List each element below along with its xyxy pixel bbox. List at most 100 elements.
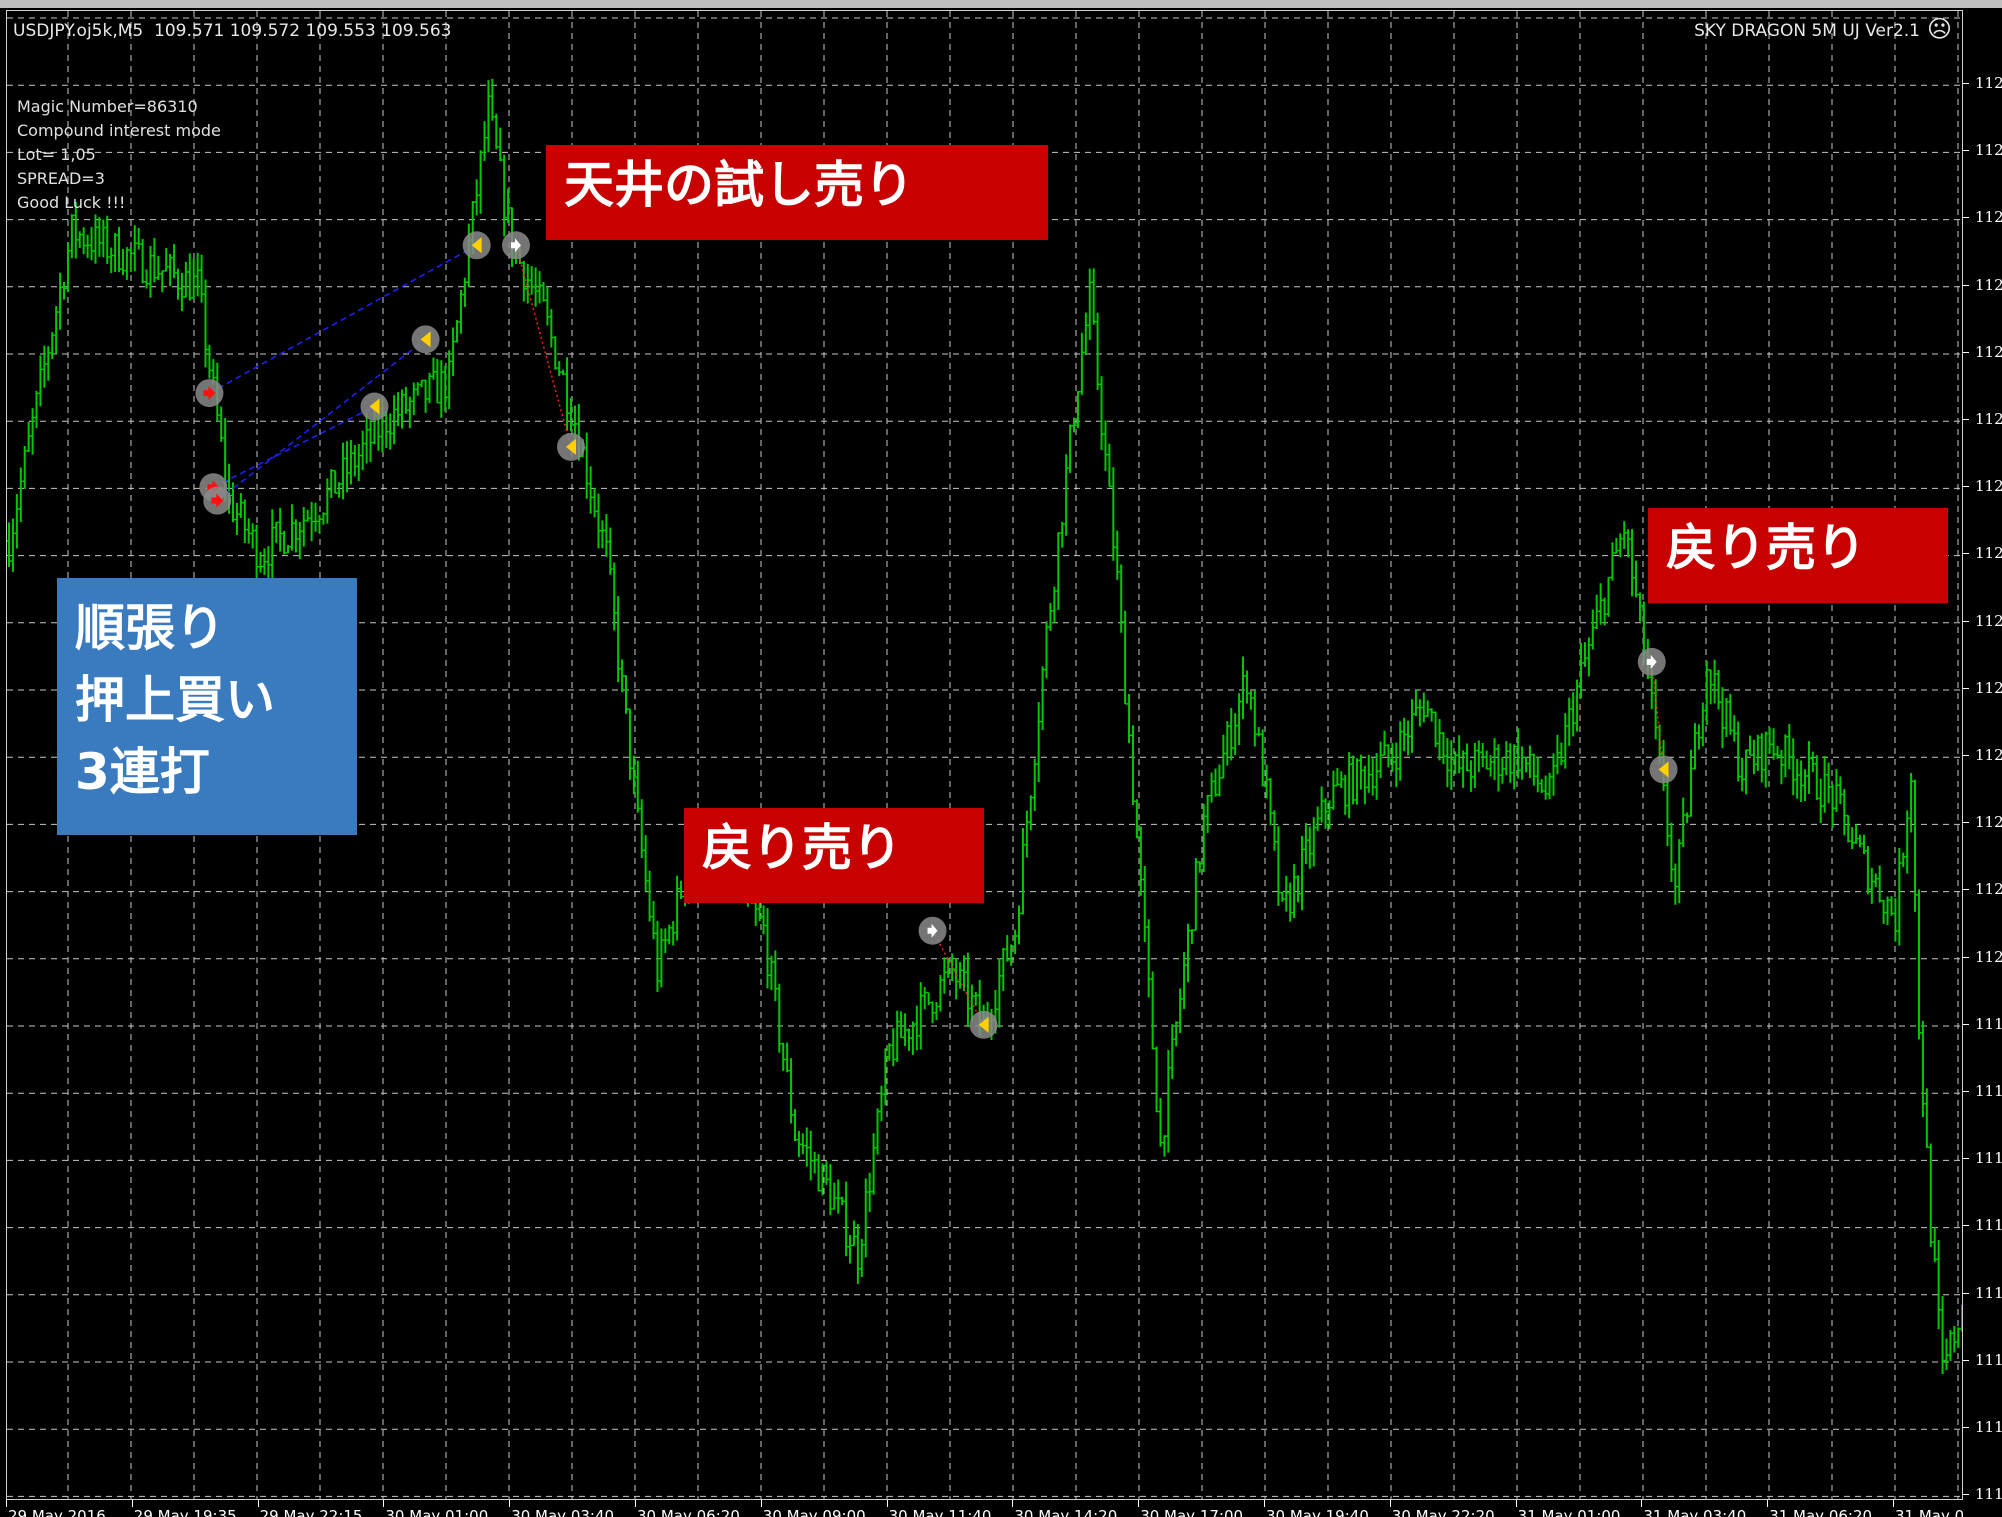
price-tick xyxy=(1963,1225,1969,1227)
price-label: 112.45 xyxy=(1975,342,2002,361)
price-label: 111.95 xyxy=(1975,1014,2002,1033)
sell-arrow-icon xyxy=(1646,654,1657,669)
time-tick xyxy=(760,1500,762,1507)
annotation-top-test-sell: 天井の試し売り xyxy=(546,145,1048,240)
time-tick xyxy=(1767,1500,1769,1507)
time-tick xyxy=(1012,1500,1014,1507)
annotation-trend-buy: 順張り 押上買い 3連打 xyxy=(57,578,357,835)
time-tick xyxy=(886,1500,888,1507)
exit-arrow-icon xyxy=(471,237,482,254)
price-label: 112.60 xyxy=(1975,141,2002,160)
exit-arrow-icon xyxy=(369,398,380,415)
time-label: 30 May 01:00 xyxy=(385,1507,489,1517)
price-tick xyxy=(1963,956,1969,958)
price-label: 112.05 xyxy=(1975,880,2002,899)
price-label: 112.35 xyxy=(1975,477,2002,496)
time-label: 30 May 03:40 xyxy=(511,1507,615,1517)
price-tick xyxy=(1963,1023,1969,1025)
exit-arrow-icon xyxy=(565,438,576,455)
price-label: 111.85 xyxy=(1975,1149,2002,1168)
time-label: 30 May 09:00 xyxy=(762,1507,866,1517)
time-label: 30 May 22:20 xyxy=(1391,1507,1495,1517)
price-tick xyxy=(1963,889,1969,891)
price-tick xyxy=(1963,419,1969,420)
price-label: 112.55 xyxy=(1975,208,2002,227)
price-label: 111.80 xyxy=(1975,1216,2002,1235)
price-label: 111.60 xyxy=(1975,1485,2002,1504)
price-tick xyxy=(1963,217,1969,219)
price-label: 112.30 xyxy=(1975,544,2002,563)
time-tick xyxy=(1264,1500,1265,1507)
price-tick xyxy=(1963,1292,1969,1294)
time-label: 29 May 22:15 xyxy=(259,1507,363,1517)
time-label: 31 May 09:00 xyxy=(1895,1507,1963,1517)
price-chart xyxy=(7,11,1962,1499)
price-tick xyxy=(1963,620,1969,622)
price-tick xyxy=(1963,83,1969,84)
price-label: 112.65 xyxy=(1975,74,2002,92)
info-magic-number: Magic Number=86310 xyxy=(17,97,198,116)
price-label: 111.70 xyxy=(1975,1350,2002,1369)
exit-arrow-icon xyxy=(420,331,431,348)
sell-trade-link xyxy=(515,245,572,448)
time-tick xyxy=(257,1500,259,1507)
time-axis[interactable]: 29 May 2016 29 May 19:35 29 May 22:15 30 Ma… xyxy=(0,1500,1963,1517)
buy-trade-link xyxy=(209,244,478,394)
sell-trade-link xyxy=(1650,661,1665,770)
time-label: 30 May 14:20 xyxy=(1014,1507,1118,1517)
sad-face-icon: ☹ xyxy=(1926,15,1952,43)
price-label: 111.65 xyxy=(1975,1418,2002,1436)
price-tick xyxy=(1963,284,1969,286)
price-tick xyxy=(1963,553,1969,555)
time-tick xyxy=(131,1500,133,1507)
time-tick xyxy=(1641,1500,1643,1507)
price-tick xyxy=(1963,486,1969,488)
window-top-bar xyxy=(0,0,2002,8)
price-label: 112.25 xyxy=(1975,611,2002,630)
buy-arrow-icon xyxy=(203,386,216,401)
time-label: 31 May 06:20 xyxy=(1769,1507,1873,1517)
price-label: 112.40 xyxy=(1975,410,2002,428)
price-label: 111.90 xyxy=(1975,1082,2002,1100)
time-label: 31 May 03:40 xyxy=(1643,1507,1747,1517)
exit-arrow-icon xyxy=(978,1016,989,1033)
price-tick xyxy=(1963,1091,1969,1092)
time-tick xyxy=(1389,1500,1391,1507)
sell-arrow-icon xyxy=(927,923,938,938)
chart-plot-area[interactable]: USDJPY.oj5k,M5 109.571 109.572 109.553 1… xyxy=(6,10,1963,1500)
symbol-info: USDJPY.oj5k,M5 109.571 109.572 109.553 1… xyxy=(13,21,452,41)
price-tick xyxy=(1963,150,1969,152)
sell-arrow-icon xyxy=(510,238,521,253)
annotation-line: 押上買い xyxy=(75,671,275,729)
info-panel: Magic Number=86310 Compound interest mod… xyxy=(17,95,221,215)
buy-trade-link xyxy=(216,338,427,502)
price-tick xyxy=(1963,1359,1969,1361)
time-tick xyxy=(1138,1500,1140,1507)
time-tick xyxy=(6,1500,7,1507)
price-label: 112.10 xyxy=(1975,813,2002,832)
price-label: 112.15 xyxy=(1975,746,2002,764)
time-tick xyxy=(1893,1500,1894,1507)
time-label: 30 May 11:40 xyxy=(888,1507,992,1517)
ea-name: SKY DRAGON 5M UJ Ver2.1 xyxy=(1694,21,1920,41)
time-label: 29 May 2016 xyxy=(8,1507,106,1517)
info-spread: SPREAD=3 xyxy=(17,169,105,188)
price-tick xyxy=(1963,755,1969,756)
annotation-pullback-sell-2: 戻り売り xyxy=(1648,508,1948,603)
time-label: 30 May 19:40 xyxy=(1266,1507,1369,1517)
time-label: 29 May 19:35 xyxy=(133,1507,237,1517)
time-label: 30 May 17:00 xyxy=(1140,1507,1244,1517)
time-tick xyxy=(383,1500,385,1507)
annotation-line: 3連打 xyxy=(75,743,210,801)
time-label: 30 May 06:20 xyxy=(637,1507,740,1517)
info-mode: Compound interest mode xyxy=(17,121,221,140)
price-tick xyxy=(1963,351,1969,353)
exit-arrow-icon xyxy=(1658,761,1669,778)
price-tick xyxy=(1963,1427,1969,1428)
price-axis[interactable]: 112.65 112.60 112.55 112.50 112.45 112.40 112.… xyxy=(1963,0,2002,1517)
info-greeting: Good Luck !!! xyxy=(17,193,126,212)
annotation-pullback-sell-1: 戻り売り xyxy=(684,808,984,903)
price-label: 111.75 xyxy=(1975,1283,2002,1302)
price-tick xyxy=(1963,822,1969,824)
price-label: 112.50 xyxy=(1975,275,2002,294)
